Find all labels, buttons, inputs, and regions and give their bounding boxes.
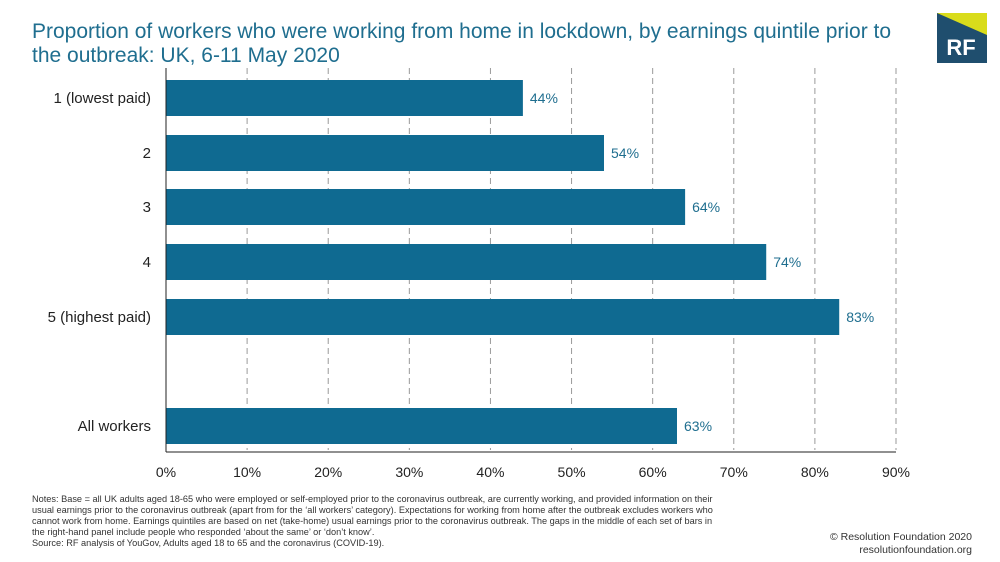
category-label: 4	[143, 254, 151, 271]
website-link[interactable]: resolutionfoundation.org	[859, 544, 972, 556]
category-labels: 1 (lowest paid) 2 3 4 5 (highest paid) All wo…	[48, 90, 151, 435]
x-tick-label: 0%	[156, 464, 176, 480]
logo-text: RF	[946, 35, 975, 60]
value-label: 83%	[846, 309, 874, 325]
notes-line: usual earnings prior to the coronavirus …	[32, 505, 713, 515]
value-label: 64%	[692, 199, 720, 215]
category-label: 5 (highest paid)	[48, 309, 151, 326]
value-label: 54%	[611, 145, 639, 161]
bar	[166, 80, 523, 116]
copyright: © Resolution Foundation 2020	[829, 531, 972, 543]
category-label: 1 (lowest paid)	[53, 90, 151, 107]
source-line: Source: RF analysis of YouGov, Adults ag…	[32, 538, 385, 548]
x-tick-label: 40%	[476, 464, 504, 480]
resolution-foundation-logo: RF	[937, 13, 987, 63]
x-tick-label: 90%	[882, 464, 910, 480]
chart-notes: Notes: Base = all UK adults aged 18-65 w…	[32, 494, 792, 549]
x-tick-label: 50%	[558, 464, 586, 480]
category-label: 2	[143, 145, 151, 162]
notes-line: cannot work from home. Earnings quintile…	[32, 516, 713, 526]
notes-line: Notes: Base = all UK adults aged 18-65 w…	[32, 494, 713, 504]
chart-title: Proportion of workers who were working f…	[32, 20, 892, 67]
category-label: All workers	[78, 418, 151, 435]
bars	[166, 80, 840, 444]
value-label: 74%	[773, 254, 801, 270]
value-label: 44%	[530, 90, 558, 106]
x-tick-label: 60%	[639, 464, 667, 480]
x-tick-label: 80%	[801, 464, 829, 480]
x-tick-label: 70%	[720, 464, 748, 480]
bar	[166, 408, 677, 444]
category-label: 3	[143, 199, 151, 216]
bar	[166, 299, 840, 335]
bar	[166, 244, 767, 280]
bar	[166, 189, 686, 225]
value-labels: 44% 54% 64% 74% 83% 63%	[530, 90, 874, 434]
value-label: 63%	[684, 418, 712, 434]
bar	[166, 135, 604, 171]
x-tick-label: 20%	[314, 464, 342, 480]
x-tick-label: 30%	[395, 464, 423, 480]
x-axis: 0% 10% 20% 30% 40% 50% 60% 70% 80% 90%	[156, 68, 910, 480]
credit: © Resolution Foundation 2020 resolutionf…	[830, 531, 972, 557]
notes-line: the right-hand panel include people who …	[32, 527, 375, 537]
x-tick-label: 10%	[233, 464, 261, 480]
